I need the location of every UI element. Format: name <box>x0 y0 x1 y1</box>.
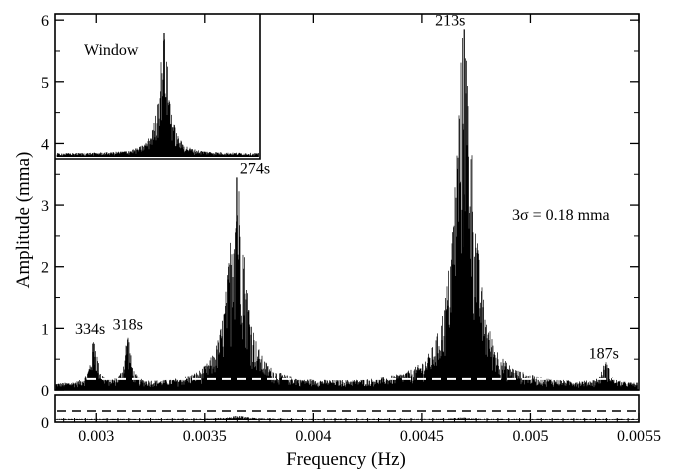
residual-y-tick-label: 0 <box>41 415 49 432</box>
x-tick-label: 0.0035 <box>183 428 227 445</box>
main-spectrum-trace <box>55 29 638 390</box>
peak-label: 334s <box>75 321 105 338</box>
y-tick-label: 2 <box>41 260 49 277</box>
residual-spectrum-trace <box>55 416 638 420</box>
peak-label: 318s <box>113 316 143 333</box>
residual-panel-frame <box>54 394 640 423</box>
y-tick-label: 6 <box>41 13 49 30</box>
y-tick-label: 1 <box>41 321 49 338</box>
residual-spikes <box>55 416 638 420</box>
x-tick-label: 0.004 <box>295 428 331 445</box>
peak-labels: 334s 318s 274s 213s 187s <box>75 12 619 362</box>
x-tick-label: 0.0045 <box>400 428 444 445</box>
significance-label: 3σ = 0.18 mma <box>512 207 610 224</box>
main-panel-frame <box>54 13 640 391</box>
window-inset-frame <box>55 14 261 160</box>
x-axis-title: Frequency (Hz) <box>286 449 406 470</box>
x-tick-label: 0.0055 <box>617 428 661 445</box>
y-tick-label: 3 <box>41 198 49 215</box>
axis-ticks <box>55 14 640 422</box>
y-tick-label: 4 <box>41 136 49 153</box>
y-tick-label: 5 <box>41 75 49 92</box>
y-tick-label: 0 <box>41 383 49 400</box>
y-axis-title: Amplitude (mma) <box>13 152 34 289</box>
inset-label: Window <box>84 42 139 59</box>
peak-label: 274s <box>240 160 270 177</box>
peak-label: 213s <box>435 12 465 29</box>
axis-tick-labels: 0.003 0.0035 0.004 0.0045 0.005 0.0055 0 1 2 3 4 5 6… <box>41 13 661 445</box>
x-tick-label: 0.003 <box>78 428 114 445</box>
peak-label: 187s <box>589 345 619 362</box>
spectrum-spikes <box>55 38 638 390</box>
window-spikes <box>56 39 259 157</box>
x-tick-label: 0.005 <box>512 428 548 445</box>
window-spectrum-trace <box>56 15 259 158</box>
window-inset-background <box>55 14 260 159</box>
